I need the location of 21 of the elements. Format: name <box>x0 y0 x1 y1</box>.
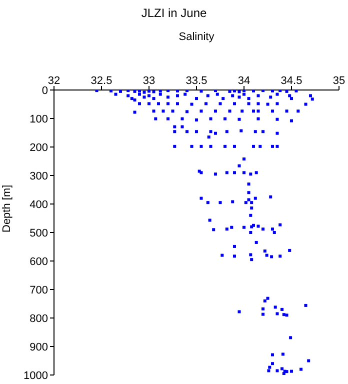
x-tick-label: 32 <box>48 75 60 87</box>
x-tick-label: 33 <box>142 75 156 87</box>
y-axis-title: Depth [m] <box>0 184 13 232</box>
y-tick-label: 200 <box>30 142 48 154</box>
chart-title: JLZI in June <box>140 6 208 20</box>
y-tick-label: 700 <box>30 284 48 296</box>
y-tick-label: 1000 <box>24 370 48 382</box>
y-tick-label: 300 <box>30 170 48 182</box>
x-tick-label: 33.5 <box>186 75 208 87</box>
x-tick-label: 32.5 <box>90 75 112 87</box>
y-tick-label: 900 <box>30 341 48 354</box>
y-tick-label: 600 <box>30 256 48 268</box>
x-tick-label: 34 <box>238 75 250 87</box>
x-tick-label: 34.5 <box>280 75 302 87</box>
y-tick-label: 500 <box>30 227 48 240</box>
y-tick-label: 800 <box>30 312 48 325</box>
y-tick-label: 100 <box>30 113 48 126</box>
y-tick-label: 400 <box>30 198 48 211</box>
x-axis-title: Salinity <box>178 30 215 43</box>
x-tick-label: 35 <box>332 75 346 87</box>
y-tick-label: 0 <box>42 84 48 97</box>
